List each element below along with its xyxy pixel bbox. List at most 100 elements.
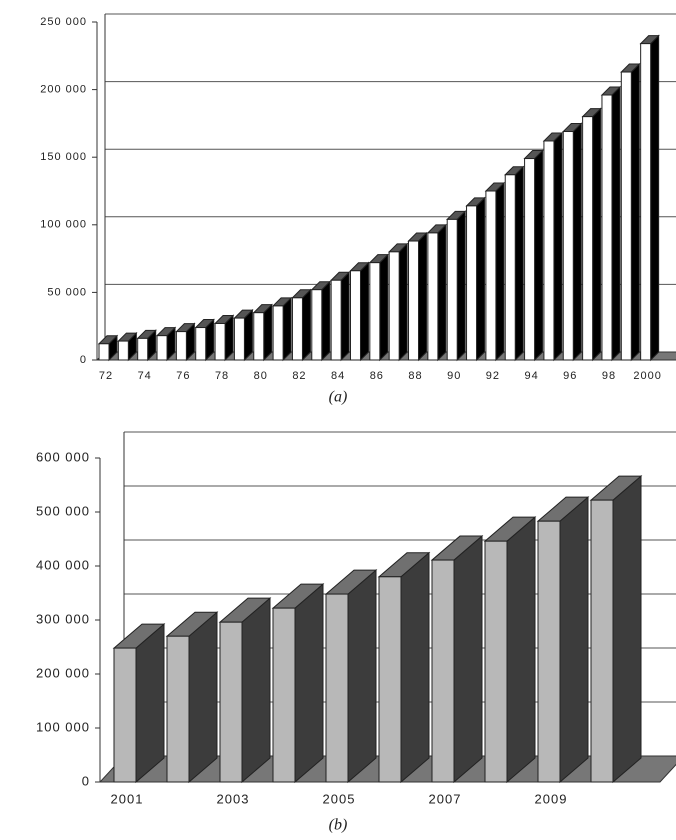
x-tick-label: 76 [176,370,190,382]
bar [427,232,439,361]
bar [590,499,614,783]
bar [620,71,632,361]
bar [446,218,458,361]
x-tick-label: 2005 [323,791,356,806]
bar [98,343,110,361]
bar [378,576,402,783]
bar-side [263,303,273,362]
bar [485,190,497,361]
bar [291,297,303,361]
bar-side [612,475,642,784]
bar-side [456,210,466,362]
y-tick-label: 250 000 [40,16,87,28]
bar [233,317,245,361]
bar-side [553,131,563,362]
bar [113,647,137,783]
x-tick-label: 78 [215,370,229,382]
bar-side [340,271,350,362]
bar [137,337,149,361]
bar-side [282,296,292,362]
bar [253,312,265,361]
x-tick-label: 2009 [535,791,568,806]
y-tick-label: 50 000 [47,286,87,298]
y-tick-label: 150 000 [40,151,87,163]
bar-side [592,107,602,362]
x-tick-label: 90 [447,370,461,382]
x-tick-label: 2001 [111,791,144,806]
bar [195,327,207,361]
y-tick-label: 600 000 [36,449,90,464]
bar-side [379,253,389,362]
bar-side [135,622,165,784]
bar-side [650,34,660,362]
y-tick-label: 200 000 [36,665,90,680]
bar [272,607,296,783]
bar-side [611,85,621,362]
x-tick-label: 82 [292,370,306,382]
bar [388,251,400,361]
bar [466,205,478,361]
bar-side [418,231,428,362]
x-tick-label: 92 [486,370,500,382]
bar [214,322,226,361]
y-tick-label: 400 000 [36,557,90,572]
bar [156,335,168,361]
bar [431,559,455,783]
bar-side [506,516,536,784]
bar [219,621,243,783]
bar [311,289,323,361]
bar [582,116,594,361]
y-tick-label: 0 [80,354,87,366]
bar-side [321,280,331,362]
x-tick-label: 98 [602,370,616,382]
y-tick-label: 100 000 [40,219,87,231]
y-tick-label: 300 000 [36,611,90,626]
bar [543,140,555,361]
bar [562,131,574,361]
bar-side [514,165,524,362]
bar [524,158,536,361]
bar-side [400,551,430,784]
bar [369,262,381,361]
bar-side [294,583,324,784]
bar [504,174,516,361]
bar-side [437,223,447,362]
x-tick-label: 74 [138,370,152,382]
x-tick-label: 96 [563,370,577,382]
bar [408,240,420,361]
y-tick-label: 0 [82,773,90,788]
x-tick-label: 2000 [633,370,661,382]
y-tick-label: 100 000 [36,719,90,734]
bar-side [559,496,589,784]
bar-side [359,261,369,362]
bar [330,279,342,361]
caption: (a) [329,389,348,406]
bar-side [347,568,377,784]
x-tick-label: 94 [524,370,538,382]
bar [272,305,284,361]
bar-side [453,534,483,784]
x-tick-label: 84 [331,370,345,382]
bar-side [241,597,271,784]
bar-side [534,149,544,362]
bar [325,593,349,783]
x-tick-label: 86 [370,370,384,382]
x-tick-label: 2007 [429,791,462,806]
bar-side [398,242,408,362]
y-tick-label: 200 000 [40,84,87,96]
bar [601,94,613,361]
bar-side [476,196,486,362]
bar-side [188,611,218,784]
y-tick-label: 500 000 [36,503,90,518]
bar [537,520,561,783]
bar-side [301,288,311,362]
bar-side [572,122,582,362]
bar [175,331,187,361]
bar [484,540,508,783]
bar [166,635,190,783]
bar [640,43,652,361]
x-tick-label: 88 [408,370,422,382]
caption: (b) [329,817,348,834]
bar [117,340,129,361]
